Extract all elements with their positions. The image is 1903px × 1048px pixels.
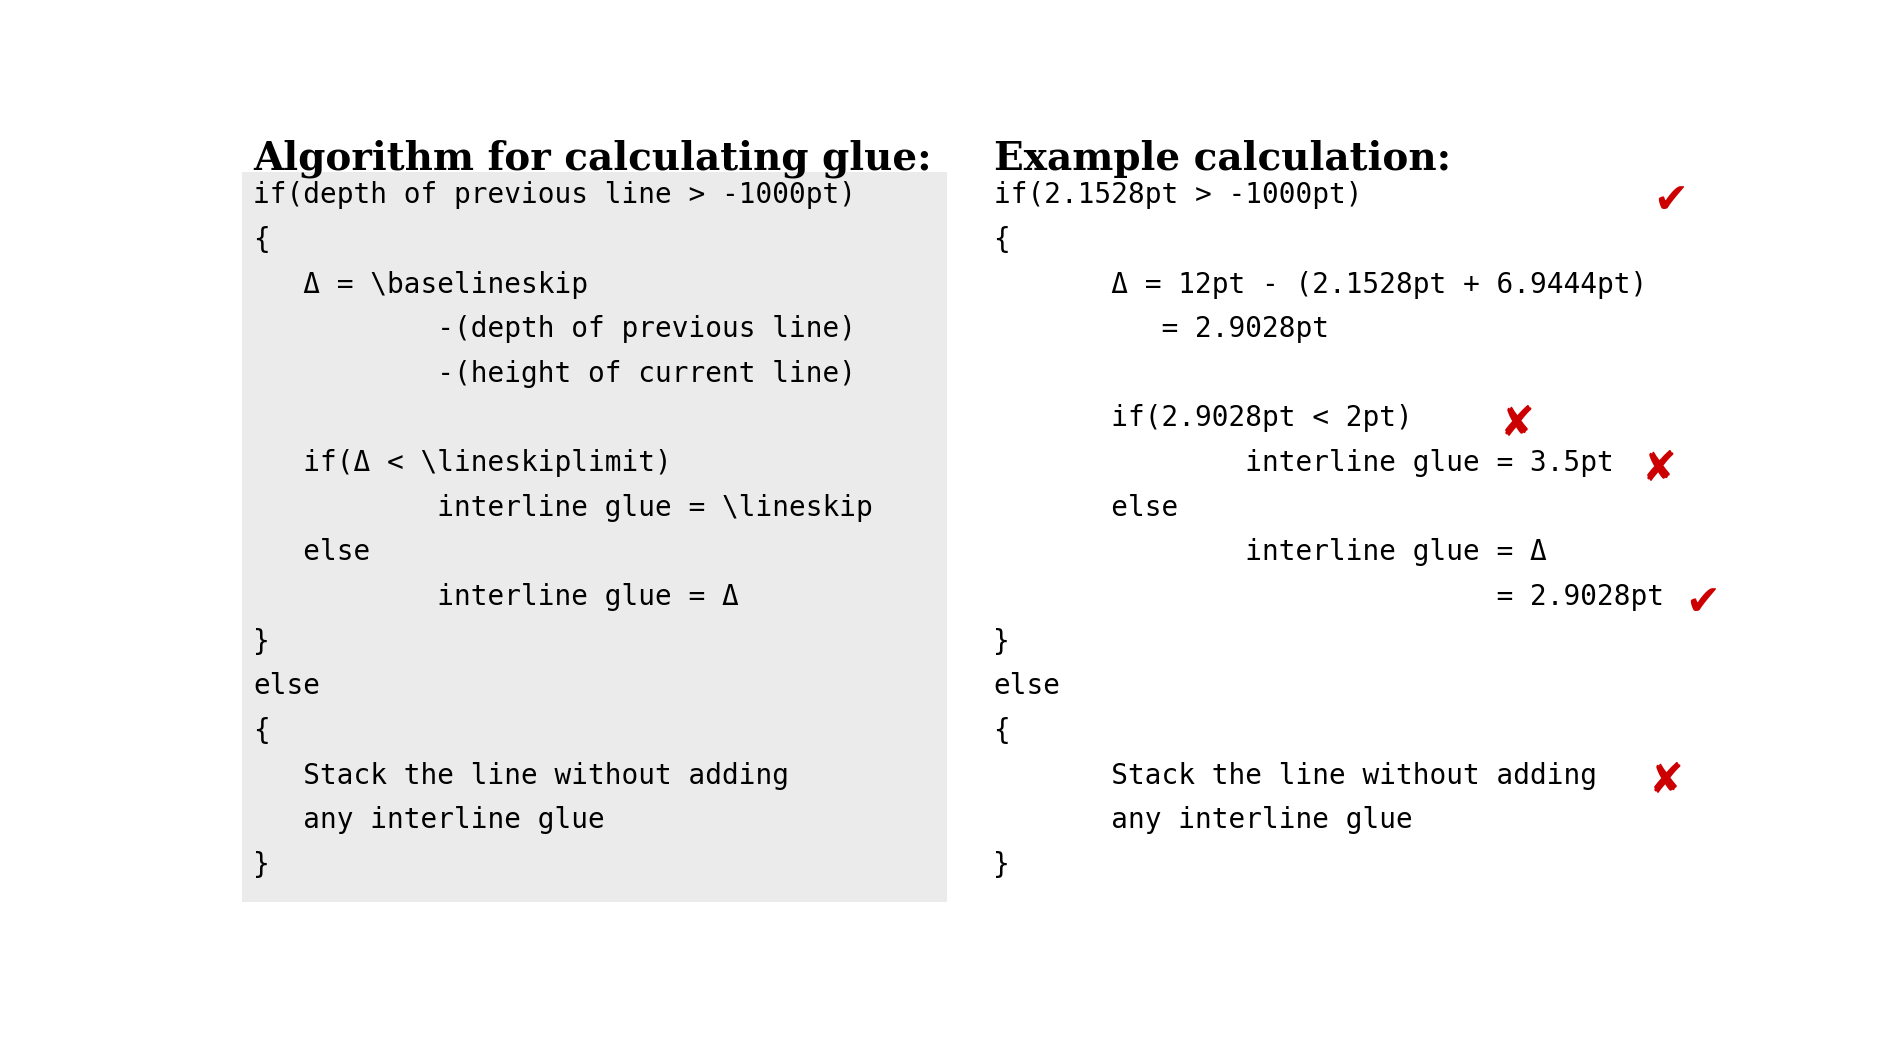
Text: Algorithm for calculating glue:: Algorithm for calculating glue:: [253, 139, 932, 178]
Text: any interline glue: any interline glue: [253, 807, 605, 834]
Text: Stack the line without adding: Stack the line without adding: [993, 762, 1597, 790]
Text: {: {: [253, 226, 270, 254]
Text: ✔: ✔: [1686, 582, 1720, 624]
Text: }: }: [253, 628, 270, 656]
Text: {: {: [993, 226, 1010, 254]
Text: Stack the line without adding: Stack the line without adding: [253, 762, 790, 790]
Text: }: }: [253, 851, 270, 879]
Text: }: }: [993, 851, 1010, 879]
Text: {: {: [993, 717, 1010, 745]
Text: interline glue = \lineskip: interline glue = \lineskip: [253, 494, 873, 522]
Text: = 2.9028pt: = 2.9028pt: [993, 583, 1663, 611]
Text: ✘: ✘: [1642, 447, 1677, 489]
Text: -(depth of previous line): -(depth of previous line): [253, 315, 856, 343]
Text: if(Δ < \lineskiplimit): if(Δ < \lineskiplimit): [253, 450, 672, 477]
Text: ✘: ✘: [1500, 403, 1534, 445]
Text: interline glue = Δ: interline glue = Δ: [993, 539, 1547, 567]
Text: if(depth of previous line > -1000pt): if(depth of previous line > -1000pt): [253, 181, 856, 210]
Text: {: {: [253, 717, 270, 745]
Text: ✘: ✘: [1648, 760, 1684, 802]
Text: Δ = \baselineskip: Δ = \baselineskip: [253, 270, 588, 299]
Text: ✔: ✔: [1654, 179, 1688, 222]
Text: }: }: [993, 628, 1010, 656]
Text: interline glue = 3.5pt: interline glue = 3.5pt: [993, 450, 1614, 477]
Text: else: else: [253, 673, 320, 700]
Text: else: else: [993, 494, 1178, 522]
Text: if(2.1528pt > -1000pt): if(2.1528pt > -1000pt): [993, 181, 1363, 210]
Text: -(height of current line): -(height of current line): [253, 359, 856, 388]
Text: else: else: [993, 673, 1060, 700]
FancyBboxPatch shape: [242, 172, 948, 902]
Text: Example calculation:: Example calculation:: [993, 139, 1450, 177]
Text: if(2.9028pt < 2pt): if(2.9028pt < 2pt): [993, 405, 1412, 433]
Text: Δ = 12pt - (2.1528pt + 6.9444pt): Δ = 12pt - (2.1528pt + 6.9444pt): [993, 270, 1646, 299]
Text: else: else: [253, 539, 371, 567]
Text: any interline glue: any interline glue: [993, 807, 1412, 834]
Text: interline glue = Δ: interline glue = Δ: [253, 583, 738, 611]
Text: = 2.9028pt: = 2.9028pt: [993, 315, 1328, 343]
